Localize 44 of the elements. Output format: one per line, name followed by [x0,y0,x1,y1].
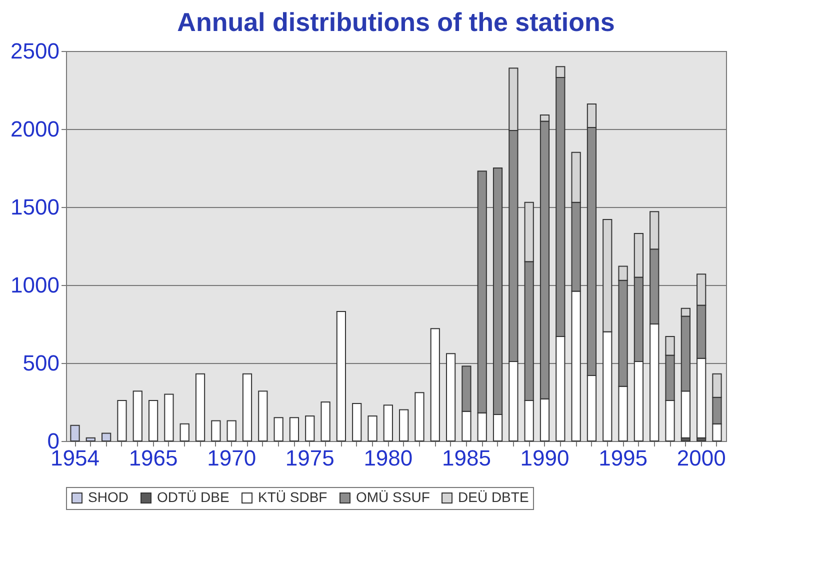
bar [258,390,268,442]
legend-label: ODTÜ DBE [157,489,230,505]
y-tick-label: 500 [22,350,60,376]
bar [352,403,362,442]
bar [399,409,409,442]
y-tick-label: 2000 [10,116,60,142]
bar [242,373,252,442]
legend-label: KTÜ SDBF [258,489,328,505]
bar [195,373,206,442]
bar [320,402,330,442]
bar [70,424,80,442]
bar [305,416,315,442]
chart-title: Annual distributions of the stations [177,7,615,37]
x-tick-label: 1990 [520,446,570,470]
bar [148,400,158,442]
x-tick-label: 1970 [207,446,256,470]
bar [383,404,393,442]
y-tick-label: 2500 [10,38,60,64]
bar [289,417,300,442]
bar [226,420,236,442]
bar [414,392,424,442]
bar [211,420,221,442]
bar [117,400,127,442]
y-tick-label: 1000 [10,272,60,298]
bar [86,437,96,442]
x-tick-label: 1975 [285,446,334,470]
legend-label: SHOD [88,489,128,505]
x-tick-label: 1985 [442,446,491,470]
bar [132,390,142,442]
bar [368,416,378,442]
x-tick-label: 1980 [364,446,413,470]
x-tick-label: 1995 [598,446,648,470]
legend-label: OMÜ SSUF [356,489,430,505]
bar [180,423,190,442]
bar [336,311,346,442]
bar [102,432,112,442]
bar [446,353,456,442]
bar [274,417,284,442]
bar [164,394,174,442]
x-tick-label: 1965 [128,446,178,470]
legend-label: DEÜ DBTE [458,489,529,505]
bar [430,328,440,442]
x-tick-label: 2000 [676,446,726,470]
y-tick-label: 1500 [10,194,60,220]
